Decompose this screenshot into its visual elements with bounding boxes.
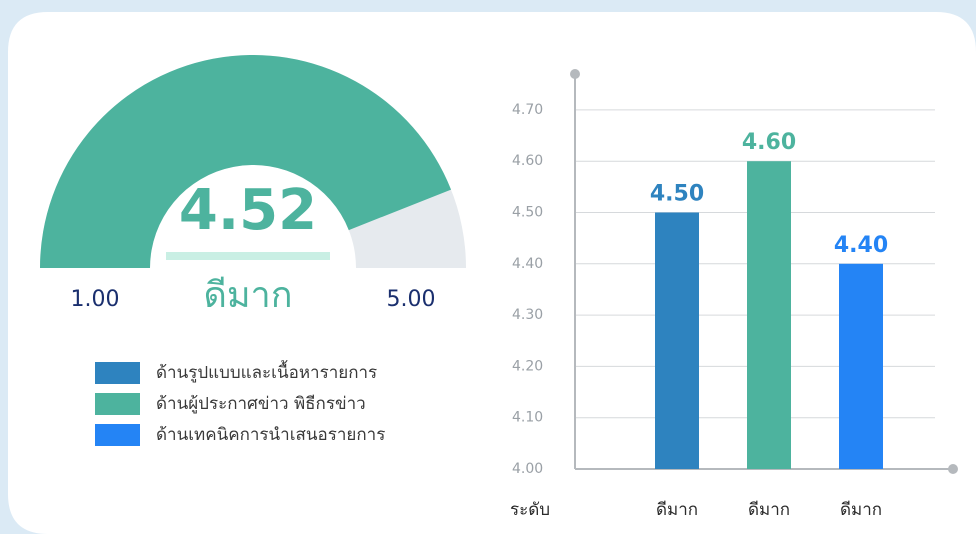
y-axis-label: ระดับ <box>510 500 550 520</box>
gauge-value-label: 4.52 <box>179 178 317 243</box>
y-tick-label: 4.20 <box>512 358 543 374</box>
value-label: 4.60 <box>742 130 796 155</box>
legend-label: ด้านรูปแบบและเนื้อหารายการ <box>156 360 377 383</box>
underline <box>166 252 330 260</box>
legend-swatch <box>95 424 140 446</box>
x-tick-label: ดีมาก <box>656 500 698 520</box>
y-tick-label: 4.40 <box>512 256 543 272</box>
bar <box>839 263 883 469</box>
x-tick-label: ดีมาก <box>840 500 882 520</box>
value-label: 4.40 <box>834 233 888 258</box>
legend-swatch <box>95 362 140 384</box>
bar <box>655 212 699 469</box>
gauge-value <box>40 55 452 269</box>
legend-label: ด้านผู้ประกาศข่าว พิธีกรข่าว <box>156 394 366 414</box>
axis-end <box>570 69 580 79</box>
x-tick-label: ดีมาก <box>748 500 790 520</box>
axis-end <box>948 464 958 474</box>
value-label: 4.50 <box>650 182 704 207</box>
gauge-tick-label: 5.00 <box>387 287 436 312</box>
y-tick-label: 4.70 <box>512 102 543 118</box>
y-tick-label: 4.60 <box>512 153 543 169</box>
legend-label: ด้านเทคนิคการนำเสนอรายการ <box>156 425 385 445</box>
bar <box>747 161 791 469</box>
y-tick-label: 4.10 <box>512 410 543 426</box>
legend-swatch <box>95 393 140 415</box>
y-tick-label: 4.50 <box>512 205 543 221</box>
y-tick-label: 4.00 <box>512 461 543 477</box>
gauge-label: ดีมาก <box>203 275 292 316</box>
gauge-tick-label: 1.00 <box>71 287 120 312</box>
y-tick-label: 4.30 <box>512 307 543 323</box>
